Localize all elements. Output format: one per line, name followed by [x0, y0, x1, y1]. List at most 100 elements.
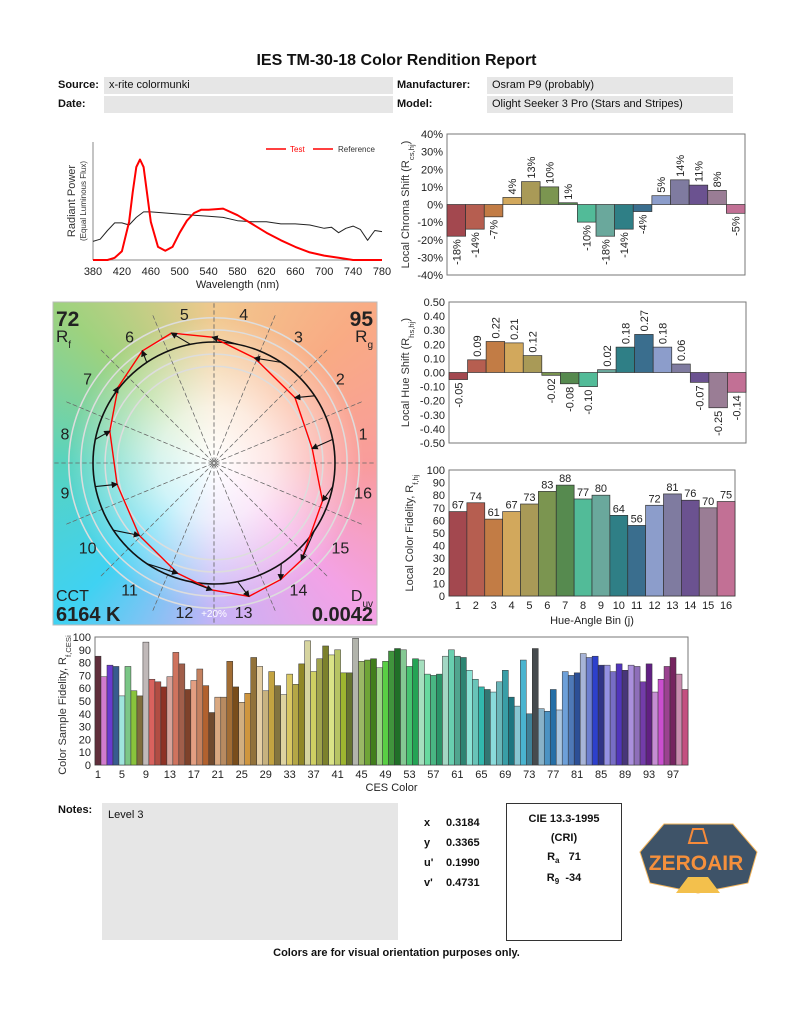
hue-y-tick-label: -0.10 — [420, 382, 445, 394]
fidelity-bar — [627, 525, 646, 597]
hue-shift-arrow — [277, 563, 285, 581]
ces-bar — [298, 663, 305, 766]
chroma-bar — [446, 204, 466, 237]
hue-bar-label: -0.10 — [583, 390, 595, 415]
chroma-bar-label: 14% — [675, 155, 687, 177]
ces-bar — [190, 680, 198, 766]
fidelity-bar-label: 67 — [452, 500, 464, 512]
chroma-bar-label: 10% — [544, 162, 556, 184]
ces-bar — [226, 661, 234, 766]
hue-shift-arrow — [112, 386, 119, 397]
ces-bar — [382, 661, 389, 766]
chroma-bar-label: 11% — [693, 161, 705, 182]
fidelity-x-tick-label: 11 — [631, 600, 642, 612]
ces-bar — [424, 673, 431, 766]
ces-x-tick-label: 49 — [379, 769, 391, 781]
fidelity-x-tick-label: 13 — [666, 600, 678, 612]
ces-bar — [490, 691, 497, 766]
spectrum-x-tick-label: 700 — [315, 266, 333, 278]
ces-bar — [244, 693, 251, 766]
ces-bar — [178, 663, 186, 766]
chroma-bar — [670, 179, 690, 205]
ces-bar — [304, 640, 311, 766]
chroma-bar — [651, 195, 671, 205]
hue-bin-divider — [100, 349, 328, 577]
ces-bar — [250, 657, 257, 766]
footer-note: Colors are for visual orientation purpos… — [273, 947, 520, 959]
ces-x-tick-label: 13 — [164, 769, 176, 781]
hue-y-tick-label: -0.50 — [420, 438, 445, 450]
ces-bar — [639, 681, 647, 766]
hue-bar — [541, 372, 561, 376]
ces-bar — [238, 702, 245, 766]
hue-bar — [467, 359, 487, 373]
hue-bin-label: 12 — [175, 605, 193, 622]
ces-bar — [430, 675, 437, 766]
spectrum-y-axis-sublabel: (Equal Luminous Flux) — [79, 161, 88, 241]
manufacturer-field: Osram P9 (probably) — [487, 77, 733, 94]
fidelity-x-tick-label: 12 — [648, 600, 660, 612]
hue-bar — [689, 372, 710, 383]
fidelity-bar — [681, 499, 700, 597]
ces-bar — [442, 655, 449, 766]
chroma-y-tick-label: 30% — [421, 147, 443, 159]
ces-bar — [394, 648, 401, 766]
hue-shift-arrow — [95, 430, 111, 440]
hue-bin-divider — [152, 315, 276, 611]
spectrum-x-tick-label: 660 — [286, 266, 304, 278]
ces-bar — [406, 666, 413, 766]
ces-bar — [520, 659, 527, 766]
fidelity-bar — [538, 491, 557, 597]
hue-bin-label: 16 — [354, 486, 372, 503]
chroma-y-tick-label: -30% — [417, 252, 443, 264]
ces-bar — [370, 658, 377, 766]
fidelity-bar-label: 73 — [523, 492, 535, 504]
ces-bar — [202, 685, 210, 766]
spectrum-x-tick-label: 460 — [142, 266, 160, 278]
ces-y-tick-label: 10 — [79, 747, 91, 759]
cri-box: CIE 13.3-1995 (CRI) Ra 71 R9 -34 — [506, 803, 622, 941]
hue-bin-label: 9 — [60, 486, 69, 503]
fidelity-y-axis-label: Local Color Fidelity, Rf,hj — [404, 474, 420, 591]
hue-bar — [708, 372, 728, 409]
date-label: Date: — [58, 98, 86, 110]
fidelity-x-tick-label: 7 — [562, 600, 568, 612]
spectrum-line-reference — [92, 211, 383, 242]
hue-bar-label: 0.09 — [472, 335, 484, 356]
ces-bar — [526, 713, 533, 766]
hue-bar-label: 0.12 — [528, 331, 540, 352]
logo-road-icon — [676, 877, 720, 893]
hue-bin-label: 10 — [79, 540, 97, 557]
ces-bar — [669, 657, 677, 766]
hue-bar — [448, 372, 468, 380]
hue-y-tick-label: 0.30 — [424, 325, 445, 337]
ces-x-tick-label: 37 — [308, 769, 320, 781]
chroma-bar — [595, 204, 615, 237]
hue-bar-label: -0.02 — [546, 378, 558, 403]
ces-x-tick-label: 17 — [188, 769, 200, 781]
fidelity-y-tick-label: 50 — [433, 528, 445, 540]
hue-shift-arrow — [146, 563, 179, 575]
fidelity-bar-label: 72 — [648, 493, 660, 505]
hue-bar-label: 0.18 — [657, 323, 669, 344]
fidelity-y-tick-label: 70 — [433, 503, 445, 515]
chromaticity-v-prime: v' 0.4731 — [424, 877, 480, 889]
legend-test-label: Test — [290, 145, 305, 154]
hue-bar — [522, 355, 543, 373]
hue-bar — [634, 334, 654, 373]
ces-y-tick-label: 20 — [79, 734, 91, 746]
ces-bar — [651, 691, 659, 766]
ces-x-tick-label: 57 — [427, 769, 439, 781]
ces-x-tick-label: 93 — [643, 769, 655, 781]
ces-bar — [280, 694, 287, 766]
chroma-bar-label: -18% — [451, 239, 463, 265]
ces-bar — [124, 666, 132, 766]
hue-bar — [652, 346, 673, 373]
hue-bar-label: 0.06 — [676, 340, 688, 361]
source-field: x-rite colormunki — [104, 77, 393, 94]
cri-ra: Ra 71 — [547, 851, 581, 866]
fidelity-x-tick-label: 9 — [598, 600, 604, 612]
ces-bar — [256, 666, 263, 766]
hue-bin-label: 14 — [290, 582, 308, 599]
ces-bar — [573, 672, 581, 766]
